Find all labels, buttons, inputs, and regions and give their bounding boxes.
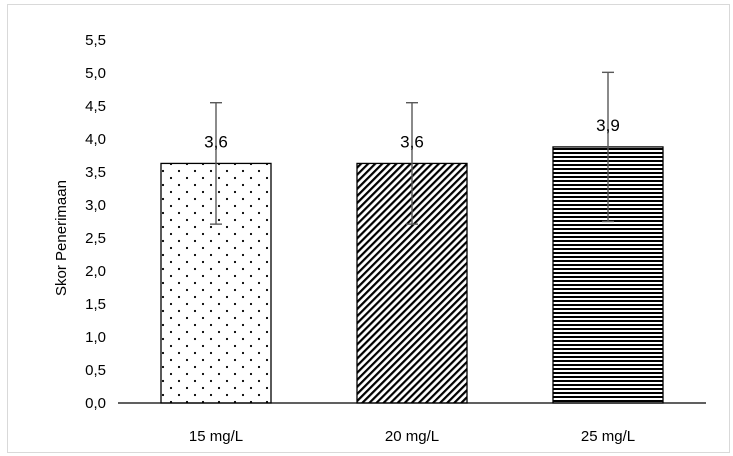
y-tick-label: 2,0 — [85, 263, 106, 280]
error-bar-1 — [210, 101, 222, 225]
y-tick-label: 0,0 — [85, 395, 106, 412]
x-tick-label: 20 mg/L — [385, 428, 439, 445]
y-tick-label: 5,5 — [85, 32, 106, 49]
y-tick-label: 5,0 — [85, 65, 106, 82]
data-label-3: 3,9 — [596, 116, 620, 135]
y-tick-label: 0,5 — [85, 362, 106, 379]
error-bar-3 — [602, 71, 614, 223]
y-tick-label: 1,0 — [85, 329, 106, 346]
data-labels: 3,6 3,6 3,9 — [204, 116, 620, 152]
y-tick-label: 3,0 — [85, 197, 106, 214]
x-axis-ticks: 15 mg/L 20 mg/L 25 mg/L — [189, 428, 635, 445]
y-tick-label: 3,5 — [85, 164, 106, 181]
y-axis-label: Skor Penerimaan — [53, 180, 70, 296]
y-tick-label: 4,0 — [85, 131, 106, 148]
error-bars — [210, 71, 614, 225]
y-tick-label: 1,5 — [85, 296, 106, 313]
y-tick-label: 2,5 — [85, 230, 106, 247]
y-axis-ticks: 0,0 0,5 1,0 1,5 2,0 2,5 3,0 3,5 4,0 4,5 5,0 5,5 — [85, 32, 106, 412]
error-bar-2 — [406, 101, 418, 225]
y-tick-label: 4,5 — [85, 98, 106, 115]
x-tick-label: 25 mg/L — [581, 428, 635, 445]
x-tick-label: 15 mg/L — [189, 428, 243, 445]
data-label-2: 3,6 — [400, 132, 424, 151]
data-label-1: 3,6 — [204, 132, 228, 151]
